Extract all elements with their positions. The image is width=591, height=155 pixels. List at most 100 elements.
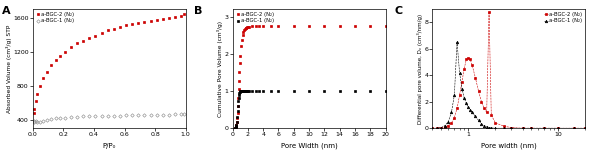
Line: a-BGC-1 (N₂): a-BGC-1 (N₂)	[234, 89, 387, 129]
a-BGC-2 (N₂)	[528, 127, 535, 129]
X-axis label: P/P₀: P/P₀	[102, 143, 116, 149]
a-BGC-1 (N₂)	[571, 127, 578, 129]
a-BGC-1 (N₂)	[256, 90, 263, 92]
a-BGC-2 (N₂)	[438, 127, 445, 128]
a-BGC-1 (N₂)	[434, 127, 441, 129]
a-BGC-1 (N₂)	[135, 114, 142, 116]
a-BGC-2 (N₂)	[456, 94, 463, 96]
a-BGC-2 (N₂)	[86, 37, 93, 39]
Text: C: C	[394, 6, 402, 16]
a-BGC-2 (N₂)	[472, 77, 479, 79]
a-BGC-1 (N₂)	[451, 94, 458, 96]
a-BGC-1 (N₂)	[367, 90, 374, 92]
a-BGC-2 (N₂)	[445, 125, 452, 126]
a-BGC-1 (N₂)	[275, 90, 282, 92]
a-BGC-1 (N₂)	[241, 90, 248, 92]
a-BGC-1 (N₂)	[31, 120, 38, 122]
a-BGC-2 (N₂)	[239, 34, 246, 36]
a-BGC-2 (N₂)	[104, 29, 111, 31]
a-BGC-2 (N₂)	[519, 127, 526, 129]
a-BGC-1 (N₂)	[234, 111, 241, 112]
Legend: a-BGC-2 (N₂), a-BGC-1 (N₂): a-BGC-2 (N₂), a-BGC-1 (N₂)	[235, 12, 275, 24]
a-BGC-1 (N₂)	[243, 90, 251, 92]
a-BGC-2 (N₂)	[244, 26, 251, 28]
a-BGC-2 (N₂)	[232, 126, 239, 128]
a-BGC-1 (N₂)	[73, 116, 80, 118]
a-BGC-1 (N₂)	[181, 113, 188, 115]
a-BGC-2 (N₂)	[57, 55, 64, 57]
a-BGC-2 (N₂)	[243, 27, 250, 29]
a-BGC-1 (N₂)	[448, 111, 455, 113]
a-BGC-2 (N₂)	[555, 127, 562, 129]
a-BGC-1 (N₂)	[267, 90, 274, 92]
a-BGC-2 (N₂)	[492, 122, 499, 124]
a-BGC-2 (N₂)	[275, 25, 282, 27]
a-BGC-1 (N₂)	[233, 124, 240, 125]
a-BGC-1 (N₂)	[242, 90, 249, 92]
a-BGC-1 (N₂)	[243, 90, 250, 92]
a-BGC-1 (N₂)	[438, 127, 445, 128]
a-BGC-2 (N₂)	[238, 45, 245, 47]
a-BGC-1 (N₂)	[236, 91, 243, 93]
a-BGC-2 (N₂)	[582, 127, 589, 129]
a-BGC-2 (N₂)	[290, 25, 297, 27]
a-BGC-1 (N₂)	[129, 114, 136, 116]
a-BGC-2 (N₂)	[73, 42, 80, 44]
a-BGC-2 (N₂)	[541, 127, 548, 129]
a-BGC-2 (N₂)	[483, 111, 490, 113]
a-BGC-1 (N₂)	[171, 113, 178, 115]
a-BGC-2 (N₂)	[232, 125, 239, 127]
a-BGC-2 (N₂)	[61, 51, 69, 53]
a-BGC-1 (N₂)	[235, 97, 242, 99]
a-BGC-2 (N₂)	[122, 24, 129, 26]
a-BGC-2 (N₂)	[147, 20, 154, 22]
a-BGC-1 (N₂)	[232, 126, 239, 128]
a-BGC-2 (N₂)	[234, 112, 241, 113]
a-BGC-1 (N₂)	[57, 117, 64, 119]
Y-axis label: Absorbed Volume (cm³/g) STP: Absorbed Volume (cm³/g) STP	[5, 24, 12, 113]
a-BGC-2 (N₂)	[429, 127, 436, 129]
a-BGC-2 (N₂)	[463, 58, 470, 60]
a-BGC-2 (N₂)	[135, 22, 142, 24]
a-BGC-1 (N₂)	[43, 119, 50, 121]
a-BGC-1 (N₂)	[92, 115, 99, 117]
a-BGC-2 (N₂)	[111, 28, 118, 30]
a-BGC-1 (N₂)	[528, 127, 535, 129]
a-BGC-1 (N₂)	[236, 94, 243, 96]
a-BGC-1 (N₂)	[244, 90, 251, 92]
a-BGC-2 (N₂)	[240, 31, 247, 33]
a-BGC-2 (N₂)	[453, 107, 460, 109]
a-BGC-2 (N₂)	[233, 124, 240, 125]
a-BGC-1 (N₂)	[246, 90, 253, 92]
a-BGC-2 (N₂)	[382, 25, 389, 27]
a-BGC-1 (N₂)	[37, 121, 44, 123]
a-BGC-2 (N₂)	[159, 18, 166, 20]
a-BGC-1 (N₂)	[485, 127, 492, 128]
a-BGC-2 (N₂)	[459, 81, 466, 83]
a-BGC-1 (N₂)	[259, 90, 267, 92]
a-BGC-1 (N₂)	[238, 90, 245, 92]
a-BGC-2 (N₂)	[92, 35, 99, 36]
a-BGC-2 (N₂)	[508, 127, 515, 128]
a-BGC-1 (N₂)	[177, 113, 184, 115]
a-BGC-1 (N₂)	[459, 88, 466, 89]
a-BGC-2 (N₂)	[241, 28, 248, 30]
Y-axis label: Differential pore volume, Dᵥ (cm³/nm/g): Differential pore volume, Dᵥ (cm³/nm/g)	[417, 14, 423, 124]
a-BGC-2 (N₂)	[236, 62, 243, 64]
a-BGC-2 (N₂)	[321, 25, 328, 27]
a-BGC-1 (N₂)	[336, 90, 343, 92]
a-BGC-1 (N₂)	[233, 121, 241, 122]
X-axis label: Pore width (nm): Pore width (nm)	[481, 143, 537, 149]
a-BGC-1 (N₂)	[67, 116, 74, 118]
a-BGC-1 (N₂)	[582, 127, 589, 129]
a-BGC-1 (N₂)	[456, 72, 463, 74]
a-BGC-2 (N₂)	[177, 15, 184, 17]
a-BGC-2 (N₂)	[235, 105, 242, 107]
a-BGC-1 (N₂)	[241, 90, 248, 92]
a-BGC-1 (N₂)	[33, 120, 40, 122]
a-BGC-1 (N₂)	[235, 105, 242, 107]
a-BGC-1 (N₂)	[465, 106, 472, 108]
a-BGC-1 (N₂)	[541, 127, 548, 129]
a-BGC-1 (N₂)	[116, 115, 124, 117]
Text: B: B	[194, 6, 203, 16]
